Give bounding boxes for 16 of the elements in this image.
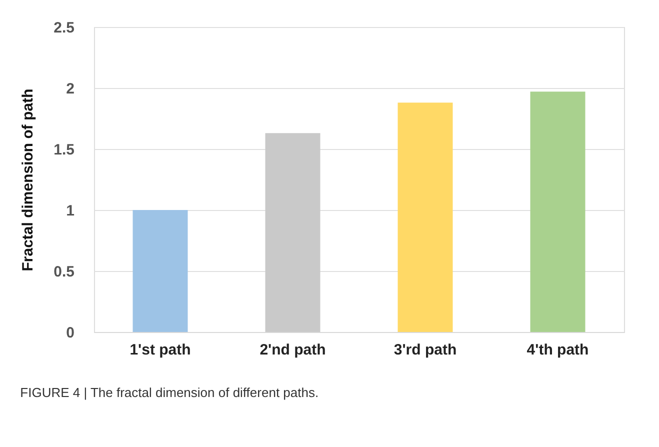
caption: FIGURE 4 | The fractal dimension of different paths. [20, 385, 319, 400]
bar [132, 210, 188, 332]
y-tick-label: 2 [66, 80, 74, 98]
y-tick-label: 0.5 [54, 264, 74, 280]
y-tick-label: 2.5 [54, 20, 74, 36]
bar [530, 92, 586, 332]
x-tick-label: 1'st path [130, 342, 191, 358]
x-tick-label: 3'rd path [394, 342, 457, 358]
y-tick-label: 0 [66, 324, 74, 342]
bar [265, 133, 320, 332]
y-axis-title: Fractal dimension of path [20, 88, 37, 272]
y-tick-label: 1.5 [54, 142, 74, 158]
x-tick-label: 2'nd path [260, 342, 326, 358]
y-tick-label: 1 [66, 202, 74, 220]
x-tick-label: 4'th path [526, 342, 589, 358]
bar [398, 102, 453, 332]
